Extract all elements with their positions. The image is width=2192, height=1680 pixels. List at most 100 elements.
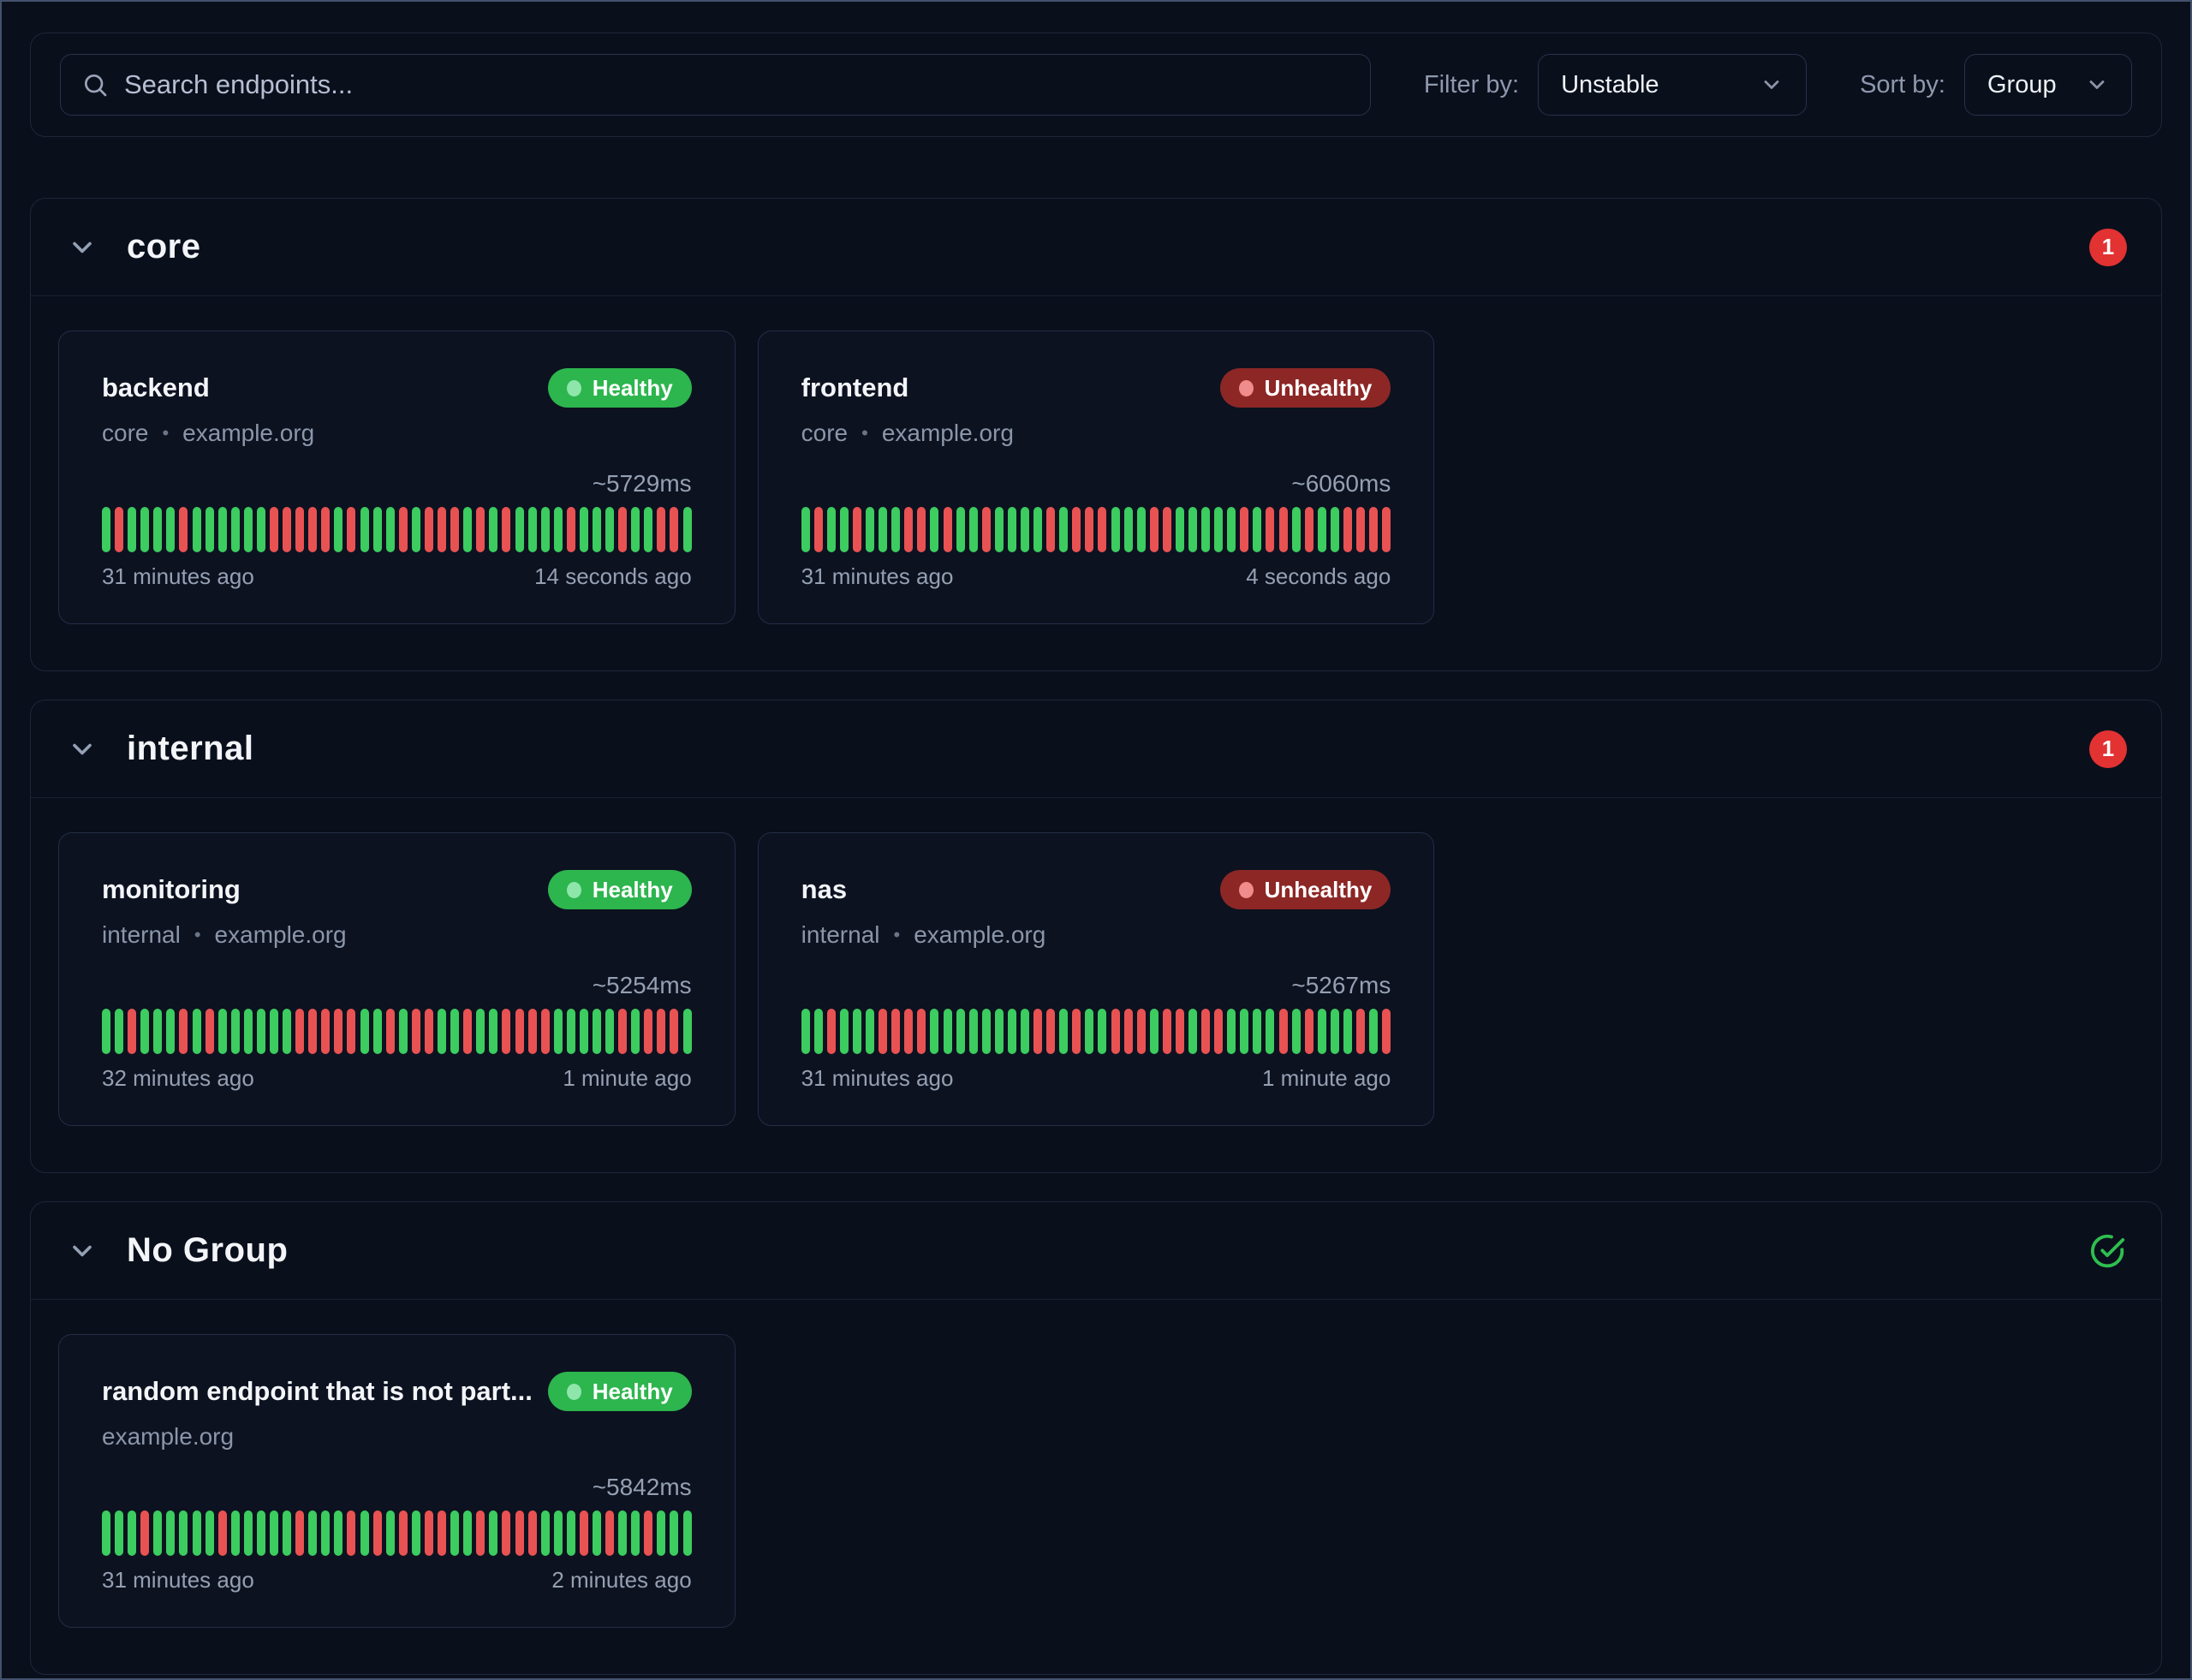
history-bar-failure[interactable]	[527, 1009, 537, 1054]
history-bar-failure[interactable]	[527, 1510, 537, 1556]
history-bar-success[interactable]	[489, 1009, 498, 1054]
history-bar-success[interactable]	[283, 1009, 292, 1054]
history-bar-failure[interactable]	[1304, 1009, 1313, 1054]
history-bar-success[interactable]	[1059, 1009, 1069, 1054]
history-bar-success[interactable]	[826, 507, 836, 552]
history-bar-success[interactable]	[930, 1009, 939, 1054]
history-bar-success[interactable]	[192, 1510, 201, 1556]
history-bar-failure[interactable]	[295, 1510, 305, 1556]
history-bar-success[interactable]	[553, 1009, 563, 1054]
history-bar-failure[interactable]	[1123, 1009, 1133, 1054]
history-bar-failure[interactable]	[1162, 507, 1171, 552]
history-bar-success[interactable]	[866, 507, 875, 552]
history-bar-success[interactable]	[618, 1510, 628, 1556]
history-bar-success[interactable]	[192, 507, 201, 552]
history-bar-success[interactable]	[115, 1009, 124, 1054]
history-bar-success[interactable]	[166, 1510, 176, 1556]
history-bar-success[interactable]	[891, 507, 901, 552]
endpoint-card[interactable]: frontend Unhealthy core • example.org ~606…	[757, 331, 1435, 624]
group-header[interactable]: core 1	[31, 199, 2161, 296]
history-bar-success[interactable]	[1136, 507, 1146, 552]
history-bar-failure[interactable]	[321, 507, 331, 552]
history-bar-success[interactable]	[839, 507, 849, 552]
endpoint-card[interactable]: backend Healthy core • example.org ~5729ms…	[58, 331, 736, 624]
history-bar-success[interactable]	[813, 1009, 823, 1054]
history-bar-success[interactable]	[140, 1009, 150, 1054]
history-bar-failure[interactable]	[295, 507, 305, 552]
history-bar-success[interactable]	[515, 507, 524, 552]
history-bar-success[interactable]	[1330, 507, 1339, 552]
history-bar-success[interactable]	[450, 1009, 460, 1054]
history-bar-failure[interactable]	[1033, 1009, 1043, 1054]
history-bar-success[interactable]	[128, 1510, 137, 1556]
history-bar-failure[interactable]	[891, 1009, 901, 1054]
history-bar-success[interactable]	[566, 1009, 575, 1054]
history-bar-success[interactable]	[981, 1009, 991, 1054]
history-bar-failure[interactable]	[1382, 1009, 1391, 1054]
history-bar-failure[interactable]	[334, 1009, 343, 1054]
history-bar-failure[interactable]	[347, 507, 356, 552]
history-bar-failure[interactable]	[1046, 1009, 1056, 1054]
history-bar-failure[interactable]	[1343, 507, 1352, 552]
history-bar-failure[interactable]	[398, 1510, 408, 1556]
history-bar-success[interactable]	[968, 507, 978, 552]
history-bar-failure[interactable]	[179, 1009, 188, 1054]
history-bar-failure[interactable]	[618, 1009, 628, 1054]
history-bar-success[interactable]	[463, 507, 473, 552]
history-bar-success[interactable]	[230, 507, 240, 552]
history-bar-failure[interactable]	[128, 1009, 137, 1054]
history-bar-success[interactable]	[644, 507, 653, 552]
history-bar-failure[interactable]	[1382, 507, 1391, 552]
history-bar-failure[interactable]	[308, 507, 318, 552]
history-bar-success[interactable]	[605, 507, 615, 552]
history-bar-success[interactable]	[372, 507, 382, 552]
history-bar-success[interactable]	[879, 507, 888, 552]
history-bar-success[interactable]	[956, 1009, 965, 1054]
history-bar-success[interactable]	[321, 1510, 331, 1556]
history-bar-failure[interactable]	[424, 1009, 433, 1054]
history-bar-success[interactable]	[192, 1009, 201, 1054]
search-box[interactable]	[60, 54, 1371, 116]
history-bar-success[interactable]	[1059, 507, 1069, 552]
history-bar-failure[interactable]	[605, 1510, 615, 1556]
history-bar-failure[interactable]	[450, 507, 460, 552]
history-bar-failure[interactable]	[398, 507, 408, 552]
history-bar-failure[interactable]	[644, 1510, 653, 1556]
history-bar-success[interactable]	[102, 507, 110, 552]
history-bar-success[interactable]	[631, 507, 640, 552]
history-bar-failure[interactable]	[463, 1009, 473, 1054]
history-bar-success[interactable]	[128, 507, 137, 552]
history-bar-failure[interactable]	[917, 1009, 926, 1054]
history-bar-success[interactable]	[553, 507, 563, 552]
history-bar-success[interactable]	[1291, 1009, 1301, 1054]
history-bar-failure[interactable]	[321, 1009, 331, 1054]
history-bar-success[interactable]	[1149, 1009, 1159, 1054]
history-bar-success[interactable]	[566, 1510, 575, 1556]
history-bar-failure[interactable]	[1240, 507, 1249, 552]
history-bar-success[interactable]	[801, 507, 810, 552]
history-bar-success[interactable]	[270, 1510, 279, 1556]
history-bar-success[interactable]	[553, 1510, 563, 1556]
history-bar-failure[interactable]	[424, 507, 433, 552]
history-bar-failure[interactable]	[826, 1009, 836, 1054]
history-bar-success[interactable]	[1033, 507, 1043, 552]
history-bar-success[interactable]	[153, 507, 163, 552]
history-bar-success[interactable]	[270, 1009, 279, 1054]
history-bar-success[interactable]	[230, 1510, 240, 1556]
history-bar-failure[interactable]	[179, 507, 188, 552]
history-bar-success[interactable]	[1227, 1009, 1236, 1054]
history-bar-success[interactable]	[1240, 1009, 1249, 1054]
history-bar-failure[interactable]	[1111, 1009, 1120, 1054]
history-bar-success[interactable]	[243, 1510, 253, 1556]
history-bar-success[interactable]	[334, 507, 343, 552]
history-bar-failure[interactable]	[438, 507, 447, 552]
history-bar-success[interactable]	[360, 507, 369, 552]
history-bar-failure[interactable]	[1304, 507, 1313, 552]
history-bar-failure[interactable]	[1278, 1009, 1288, 1054]
history-bar-success[interactable]	[1020, 1009, 1029, 1054]
history-bar-success[interactable]	[411, 507, 420, 552]
history-bar-success[interactable]	[217, 1009, 227, 1054]
history-bar-success[interactable]	[1020, 507, 1029, 552]
history-bar-failure[interactable]	[1085, 507, 1094, 552]
history-bar-success[interactable]	[1175, 507, 1184, 552]
